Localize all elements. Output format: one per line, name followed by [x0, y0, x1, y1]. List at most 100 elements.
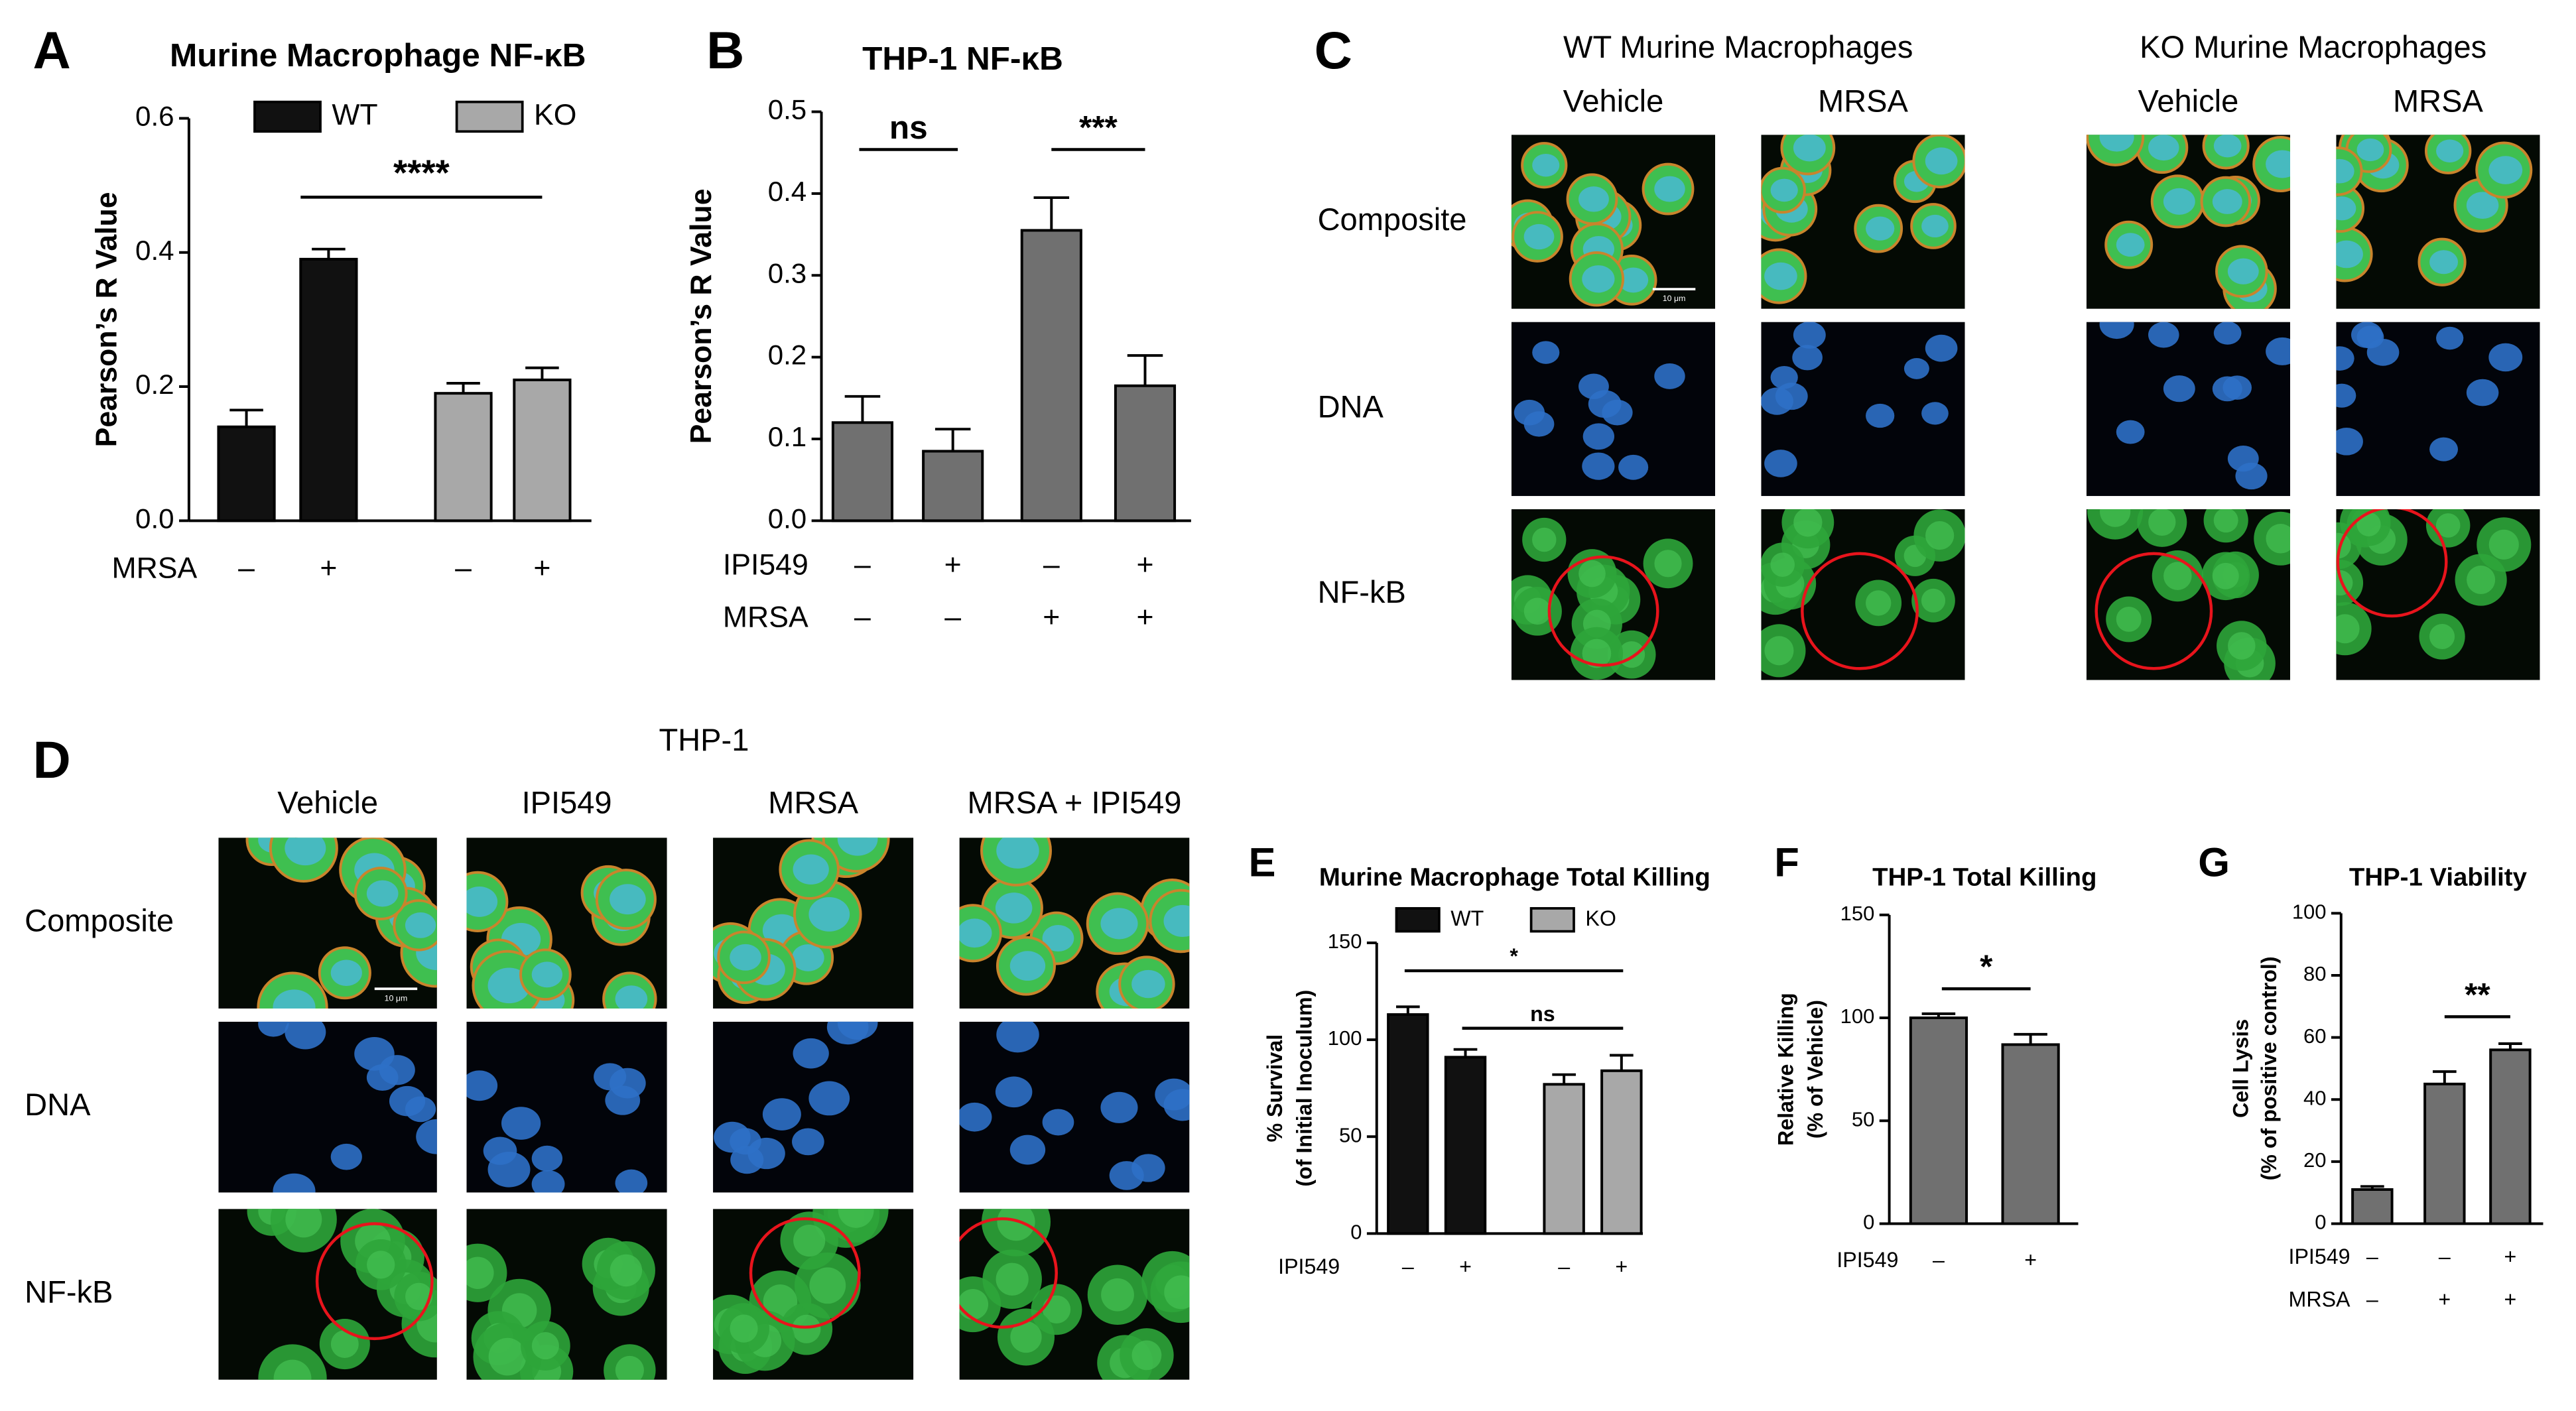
- column-label: Vehicle: [1563, 84, 1664, 119]
- nucleus: [1764, 450, 1797, 477]
- y-tick-label: 100: [1328, 1026, 1362, 1050]
- cell-center: [2266, 524, 2290, 554]
- legend-label: WT: [332, 99, 377, 131]
- nucleus: [2266, 337, 2290, 365]
- nucleus: [2148, 135, 2179, 161]
- nucleus: [1764, 262, 1797, 290]
- nucleus: [2212, 376, 2242, 402]
- nucleus: [996, 837, 1039, 869]
- nucleus: [1523, 223, 1555, 250]
- cell-center: [1770, 552, 1795, 577]
- column-label: Vehicle: [2138, 84, 2239, 119]
- nucleus: [531, 1145, 563, 1172]
- cell-center: [1925, 521, 1955, 550]
- group-title: WT Murine Macrophages: [1563, 29, 1913, 64]
- scale-bar-label: 10 μm: [1663, 294, 1686, 303]
- nucleus: [1532, 341, 1560, 364]
- cell-center: [2488, 529, 2519, 560]
- significance-label: **: [2465, 977, 2490, 1013]
- bar: [1387, 1013, 1429, 1235]
- nucleus: [1921, 214, 1949, 238]
- y-tick-label: 0.0: [768, 503, 807, 534]
- micrograph: [2336, 322, 2540, 497]
- y-tick-label: 150: [1840, 902, 1875, 925]
- cell-center: [996, 1262, 1029, 1296]
- cell-center: [330, 1330, 359, 1358]
- nucleus: [531, 1170, 565, 1193]
- cell-center: [1866, 590, 1892, 616]
- panel-letter: C: [1315, 21, 1352, 80]
- cell-center: [2336, 614, 2360, 644]
- y-tick-label: 50: [1339, 1123, 1362, 1146]
- condition-sign: +: [1043, 601, 1060, 634]
- condition-sign: +: [320, 552, 337, 584]
- nucleus: [2356, 326, 2384, 349]
- y-axis-label: (of Initial Inoculum): [1293, 990, 1317, 1187]
- nucleus: [792, 944, 824, 971]
- nucleus: [1532, 153, 1560, 177]
- nucleus: [615, 985, 648, 1009]
- error-bar: [934, 428, 971, 452]
- condition-sign: +: [1459, 1255, 1472, 1278]
- micrograph: [713, 1021, 914, 1193]
- micrograph: [1511, 509, 1716, 680]
- condition-sign: –: [854, 601, 871, 634]
- condition-sign: –: [944, 601, 961, 634]
- condition-label: IPI549: [1278, 1255, 1340, 1278]
- condition-label: IPI549: [1836, 1248, 1898, 1272]
- error-bar: [2360, 1185, 2384, 1190]
- condition-sign: +: [533, 552, 550, 584]
- nucleus: [1009, 951, 1046, 981]
- condition-sign: +: [2504, 1245, 2517, 1268]
- condition-sign: +: [2438, 1287, 2451, 1311]
- micrograph: [2336, 509, 2540, 680]
- condition-sign: –: [1933, 1248, 1945, 1272]
- row-label: DNA: [1318, 389, 1384, 424]
- nucleus: [2213, 135, 2242, 158]
- nucleus: [1792, 345, 1823, 371]
- nucleus: [2099, 135, 2134, 152]
- nucleus: [792, 1128, 824, 1156]
- cell-center: [2435, 513, 2461, 538]
- significance-label: *: [1980, 949, 1993, 985]
- condition-sign: +: [2024, 1248, 2037, 1272]
- nucleus: [1925, 147, 1958, 175]
- error-bar: [2498, 1042, 2522, 1050]
- column-label: IPI549: [522, 784, 612, 820]
- condition-sign: –: [455, 552, 472, 584]
- error-bar: [2014, 1032, 2047, 1045]
- nucleus: [2466, 379, 2499, 406]
- nucleus: [2466, 192, 2499, 219]
- nucleus: [366, 880, 399, 907]
- y-axis-label: Cell Lysis: [2229, 1019, 2253, 1118]
- nucleus: [1582, 452, 1615, 480]
- micrograph: [466, 1209, 667, 1380]
- highlight-circle: [2094, 552, 2213, 670]
- nucleus: [1793, 135, 1826, 162]
- y-axis-label: % Survival: [1263, 1034, 1287, 1142]
- cell-center: [1010, 1321, 1042, 1353]
- nucleus: [285, 1021, 326, 1050]
- error-bar: [1921, 1012, 1956, 1018]
- condition-sign: –: [2439, 1245, 2451, 1268]
- micrograph: [959, 1021, 1190, 1193]
- nucleus: [793, 1038, 829, 1069]
- cell-center: [2148, 509, 2176, 536]
- y-tick-label: 0.5: [768, 94, 807, 125]
- nucleus: [1770, 365, 1798, 389]
- nucleus: [2336, 196, 2356, 221]
- panel-letter: A: [33, 21, 71, 80]
- nucleus: [405, 1096, 436, 1123]
- nucleus: [1793, 322, 1826, 349]
- error-bar: [844, 395, 881, 423]
- nucleus: [2213, 322, 2242, 345]
- significance-label: ***: [1079, 109, 1118, 146]
- nucleus: [2336, 158, 2354, 184]
- cell-center: [1764, 636, 1794, 666]
- nucleus: [837, 1021, 878, 1040]
- cell-center: [2100, 509, 2131, 527]
- nucleus: [531, 961, 563, 988]
- significance-label: ****: [393, 153, 450, 193]
- condition-sign: –: [2366, 1245, 2378, 1268]
